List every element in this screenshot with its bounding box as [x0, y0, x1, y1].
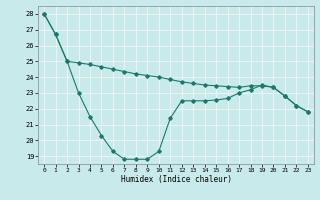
X-axis label: Humidex (Indice chaleur): Humidex (Indice chaleur)	[121, 175, 231, 184]
